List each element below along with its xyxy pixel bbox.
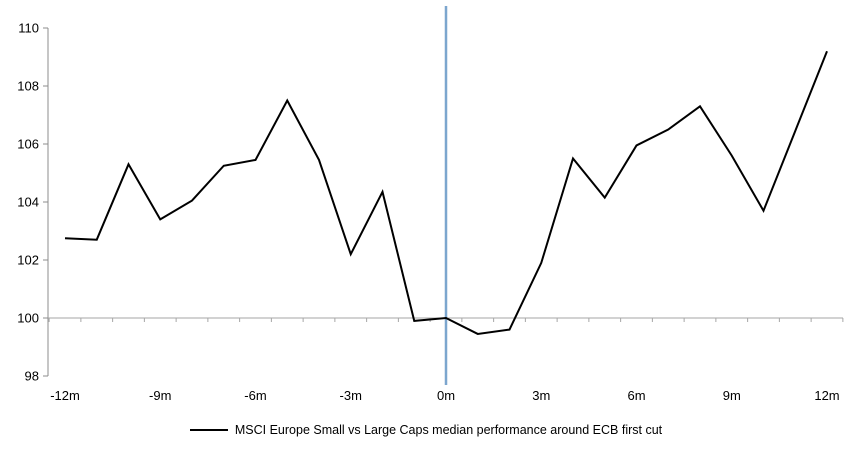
y-axis-label: 106 [17, 137, 39, 152]
x-axis-label: 9m [723, 388, 741, 403]
y-axis-label: 102 [17, 253, 39, 268]
x-axis-label: 3m [532, 388, 550, 403]
x-axis-label: 6m [627, 388, 645, 403]
y-axis-label: 98 [25, 369, 39, 384]
x-axis-label: -6m [244, 388, 266, 403]
series-line [64, 50, 828, 335]
x-axis-label: -3m [340, 388, 362, 403]
legend: MSCI Europe Small vs Large Caps median p… [0, 423, 852, 437]
y-axis-label: 100 [17, 311, 39, 326]
y-axis-label: 110 [18, 21, 39, 36]
y-axis-label: 108 [17, 79, 39, 94]
legend-label: MSCI Europe Small vs Large Caps median p… [234, 423, 663, 437]
legend-line-swatch [189, 429, 228, 431]
y-axis-label: 104 [17, 195, 39, 210]
x-axis-label: -9m [149, 388, 171, 403]
x-axis-label: 12m [814, 388, 839, 403]
x-axis-label: 0m [437, 388, 455, 403]
x-axis-label: -12m [50, 388, 80, 403]
